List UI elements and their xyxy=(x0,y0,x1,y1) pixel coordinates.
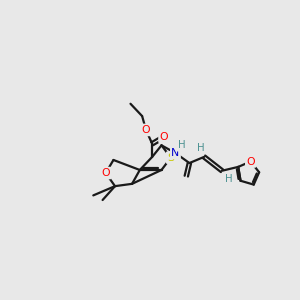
Text: O: O xyxy=(246,157,255,166)
Text: O: O xyxy=(142,125,150,135)
Text: H: H xyxy=(225,174,233,184)
Text: O: O xyxy=(160,132,168,142)
Text: O: O xyxy=(101,168,110,178)
Text: H: H xyxy=(178,140,185,150)
Text: S: S xyxy=(167,153,174,163)
Text: H: H xyxy=(197,143,205,153)
Text: N: N xyxy=(171,148,180,158)
